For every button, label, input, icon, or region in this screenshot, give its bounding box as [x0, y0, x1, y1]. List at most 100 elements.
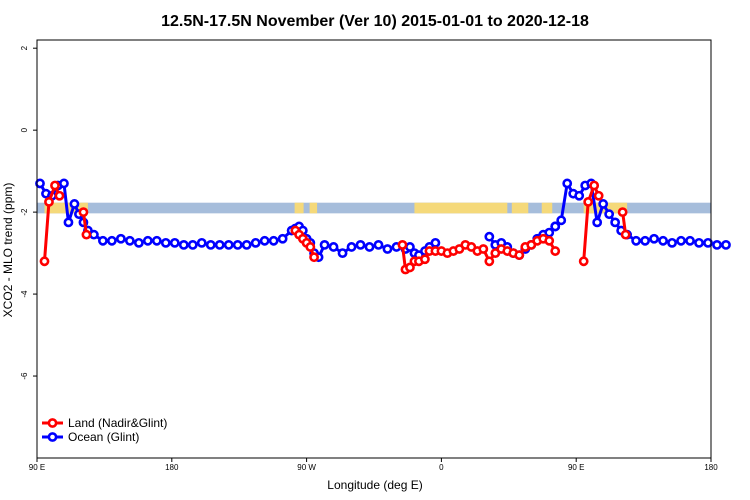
land-block-4	[511, 202, 529, 214]
y-axis-label: XCO2 - MLO trend (ppm)	[1, 183, 15, 318]
series-1-point	[214, 240, 225, 250]
series-1-point	[319, 240, 330, 250]
series-2-point	[589, 180, 600, 191]
series-1-point	[196, 237, 207, 248]
series-1-point	[124, 235, 135, 246]
series-0-point	[50, 180, 60, 191]
series-1-point	[364, 242, 375, 252]
ocean-strip	[37, 202, 711, 214]
series-1-point	[115, 233, 126, 244]
x-tick-label-3: 0	[439, 463, 444, 472]
series-1-point	[703, 237, 713, 248]
series-1-point	[649, 233, 659, 244]
x-tick-label-0: 90 E	[29, 463, 45, 472]
series-1-point	[562, 178, 573, 189]
series-0-point	[305, 242, 316, 252]
series-1-point	[694, 237, 704, 248]
series-0-line-0	[42, 183, 61, 262]
series-0-point	[78, 207, 89, 218]
series-1-point	[550, 221, 561, 232]
series-1-point	[544, 227, 555, 238]
series-1-point	[277, 233, 288, 244]
series-1-point	[484, 231, 495, 242]
series-1-point	[430, 237, 441, 248]
series-2-point	[617, 207, 628, 218]
land-block-2	[309, 202, 318, 214]
series-0-point	[397, 240, 408, 250]
series-1-point	[676, 235, 686, 246]
plot-frame	[36, 39, 712, 459]
series-1-point	[232, 240, 243, 250]
series-2-line-0	[582, 183, 601, 262]
series-1-point	[658, 235, 668, 246]
land-block-1	[294, 202, 304, 214]
x-tick-label-2: 90 W	[297, 463, 316, 472]
series-1-point	[598, 199, 609, 209]
series-1-point	[69, 199, 80, 209]
series-1-point	[205, 240, 216, 250]
series-2-point	[583, 196, 594, 207]
series-1-point	[98, 235, 108, 246]
legend-label-1: Ocean (Glint)	[68, 430, 139, 444]
series-1-point	[592, 217, 603, 228]
axes: 90 E 180 90 W 0 90 E 180 2 0 -2 -4 -6	[20, 45, 718, 472]
legend-marker-1	[47, 432, 58, 442]
series-1-point	[89, 229, 99, 240]
series-0-point	[54, 190, 65, 201]
series-0-point	[484, 256, 495, 267]
series-1-point	[106, 235, 117, 246]
series-1-point	[151, 235, 162, 246]
series-1-point	[59, 178, 69, 189]
series-0-point	[81, 229, 92, 240]
series-0-point	[514, 250, 525, 261]
series-1-point	[631, 235, 642, 246]
series-1-point	[556, 215, 567, 226]
series-1-point	[142, 235, 153, 246]
series-0-point	[544, 235, 555, 246]
chart-title: 12.5N-17.5N November (Ver 10) 2015-01-01…	[161, 13, 589, 30]
series-1-point	[63, 217, 74, 228]
series-1-point	[382, 244, 393, 254]
series-1-point	[346, 242, 357, 252]
series-1-point	[250, 237, 261, 248]
series-2-point	[578, 256, 589, 267]
series-1-point	[610, 217, 621, 228]
series-1-point	[169, 237, 180, 248]
y-tick-label-2: -2	[20, 208, 29, 216]
series-2-point	[593, 190, 604, 201]
land-block-3	[414, 202, 508, 214]
y-tick-label-1: 0	[20, 127, 29, 132]
series-0-point	[420, 254, 430, 265]
x-tick-label-5: 180	[704, 463, 718, 472]
series-1-point	[373, 240, 384, 250]
series-1-point	[35, 178, 45, 189]
series-1-point	[721, 240, 731, 250]
x-tick-label-4: 90 E	[568, 463, 584, 472]
y-tick-label-0: 2	[20, 45, 29, 50]
legend-label-0: Land (Nadir&Glint)	[68, 416, 167, 430]
legend: Land (Nadir&Glint)Ocean (Glint)	[42, 416, 167, 444]
series-1-point	[667, 237, 677, 248]
series-1-point	[604, 209, 615, 220]
series-1-point	[187, 240, 198, 250]
series-1-point	[241, 240, 252, 250]
series-0-point	[478, 244, 489, 254]
series-0-point	[405, 262, 415, 273]
series-1-point	[223, 240, 234, 250]
series-1-point	[133, 237, 144, 248]
legend-marker-0	[47, 418, 58, 428]
series-0-point	[44, 196, 54, 207]
y-tick-label-4: -6	[20, 372, 29, 380]
land-block-5	[541, 202, 553, 214]
x-tick-label-1: 180	[165, 463, 179, 472]
series-0-point	[309, 252, 319, 263]
series-1-point	[355, 240, 366, 250]
y-tick-label-3: -4	[20, 290, 29, 298]
series-1-point	[712, 240, 722, 250]
series-1-point	[640, 235, 650, 246]
series-1-point	[328, 242, 339, 252]
series-0-point	[550, 246, 561, 256]
series-1-point	[685, 235, 695, 246]
series-1-point	[337, 248, 348, 258]
